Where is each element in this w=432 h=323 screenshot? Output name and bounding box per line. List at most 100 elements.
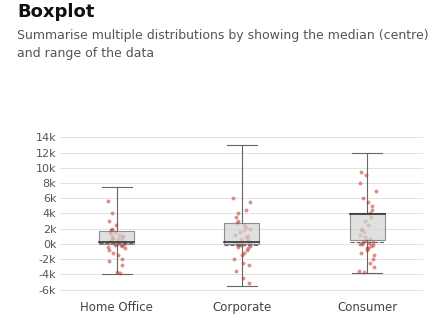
Point — [110, 250, 117, 255]
Point — [357, 241, 364, 246]
Point — [367, 236, 374, 241]
Point — [105, 247, 112, 253]
Point — [364, 222, 371, 227]
FancyBboxPatch shape — [224, 224, 260, 244]
Point — [247, 200, 254, 205]
Point — [369, 242, 376, 247]
Point — [365, 246, 372, 251]
Point — [118, 244, 125, 249]
Point — [239, 241, 246, 246]
Point — [365, 241, 372, 246]
Point — [108, 226, 115, 231]
Point — [246, 263, 253, 268]
Point — [360, 230, 367, 235]
Point — [359, 196, 366, 201]
Point — [246, 239, 253, 244]
Point — [368, 207, 375, 212]
Point — [366, 211, 373, 216]
Point — [357, 232, 364, 237]
Point — [238, 243, 245, 248]
Point — [230, 256, 237, 262]
Point — [361, 234, 368, 240]
Point — [241, 222, 248, 227]
Point — [107, 228, 114, 233]
Point — [119, 263, 126, 268]
Point — [369, 256, 376, 262]
Point — [368, 244, 375, 249]
Point — [121, 241, 128, 246]
Point — [245, 281, 252, 286]
Point — [235, 218, 242, 224]
Point — [114, 239, 121, 244]
Point — [371, 253, 378, 258]
Point — [106, 218, 113, 224]
Point — [242, 234, 249, 240]
Point — [358, 169, 365, 174]
Point — [237, 230, 244, 235]
Point — [363, 237, 370, 243]
Point — [114, 236, 121, 241]
Point — [122, 245, 129, 250]
Point — [230, 196, 237, 201]
Point — [233, 268, 240, 273]
Point — [356, 268, 362, 273]
Point — [110, 235, 117, 240]
Point — [106, 229, 113, 234]
Point — [239, 260, 246, 266]
Point — [245, 234, 251, 239]
Point — [368, 215, 375, 220]
Point — [119, 234, 126, 239]
Point — [357, 181, 364, 186]
Point — [106, 238, 113, 244]
Point — [113, 241, 120, 246]
Point — [234, 242, 241, 247]
Point — [359, 240, 366, 245]
FancyBboxPatch shape — [99, 231, 134, 244]
Point — [233, 220, 240, 225]
Point — [239, 276, 246, 281]
Point — [247, 226, 254, 231]
Point — [237, 236, 244, 241]
Point — [236, 241, 243, 246]
Point — [111, 241, 118, 246]
Point — [232, 215, 239, 220]
Point — [246, 240, 253, 245]
Point — [106, 231, 113, 236]
Point — [368, 203, 375, 208]
Point — [245, 237, 251, 243]
Point — [116, 232, 123, 237]
Point — [367, 260, 374, 266]
Point — [363, 247, 370, 253]
Point — [369, 239, 376, 244]
Point — [113, 269, 120, 275]
Point — [119, 234, 126, 240]
Point — [105, 245, 111, 250]
Point — [245, 246, 251, 251]
Point — [114, 253, 121, 258]
Point — [118, 243, 124, 248]
Point — [113, 222, 120, 227]
Point — [109, 211, 116, 216]
Point — [241, 250, 248, 255]
Point — [241, 228, 248, 233]
Point — [116, 270, 123, 276]
Point — [105, 258, 112, 263]
Point — [105, 198, 111, 203]
Point — [108, 237, 115, 242]
Point — [242, 207, 249, 212]
Point — [111, 242, 118, 247]
Point — [235, 211, 242, 216]
Point — [370, 264, 377, 269]
Point — [364, 245, 371, 250]
Point — [362, 173, 369, 178]
Point — [233, 241, 240, 246]
Point — [359, 226, 366, 231]
Point — [361, 218, 368, 224]
Point — [112, 230, 119, 235]
Point — [360, 269, 367, 275]
Point — [358, 228, 365, 233]
Point — [239, 253, 246, 258]
Text: Summarise multiple distributions by showing the median (centre)
and range of the: Summarise multiple distributions by show… — [17, 29, 429, 60]
Point — [119, 256, 126, 262]
Point — [122, 240, 129, 245]
